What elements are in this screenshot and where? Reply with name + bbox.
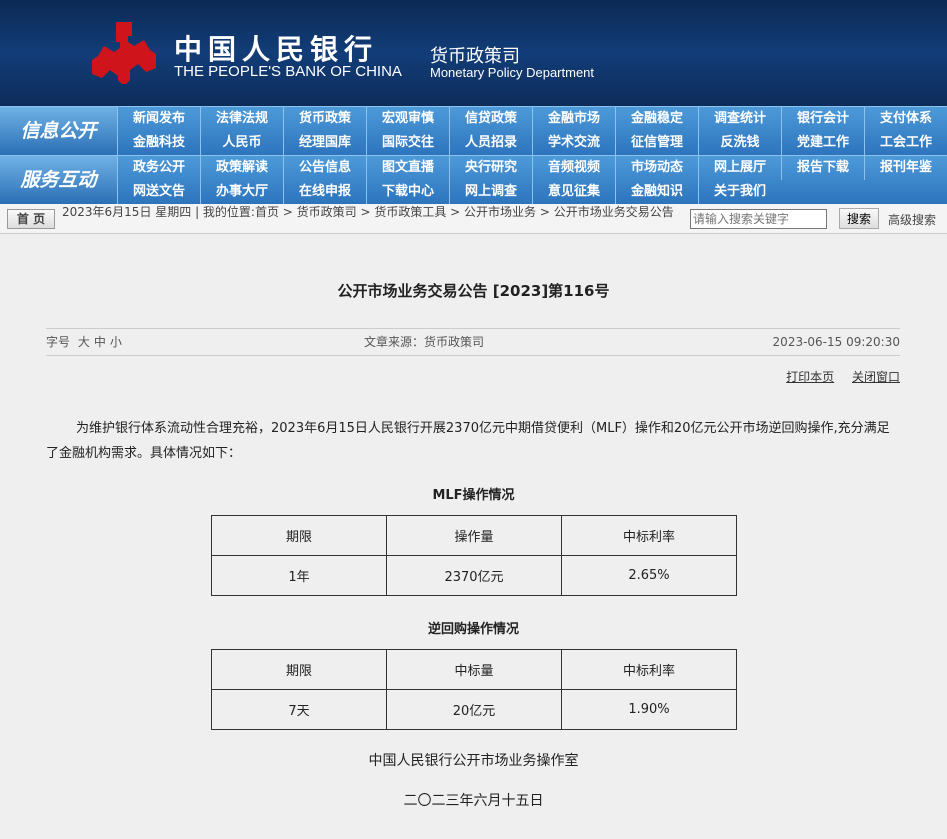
font-small-link[interactable]: 小 (109, 335, 122, 349)
nav-item[interactable]: 金融科技 (117, 131, 200, 155)
nav-item[interactable]: 公告信息 (283, 156, 366, 180)
nav-item[interactable]: 报告下载 (781, 156, 864, 180)
font-size-label: 字号 (46, 335, 71, 349)
nav-item[interactable]: 政务公开 (117, 156, 200, 180)
nav-item[interactable]: 宏观审慎 (366, 107, 449, 131)
print-link[interactable]: 打印本页 (786, 370, 835, 384)
nav-item[interactable]: 在线申报 (283, 180, 366, 204)
nav-item[interactable]: 人民币 (200, 131, 283, 155)
table-header: 中标量 (386, 649, 562, 690)
table-header: 操作量 (386, 515, 562, 556)
article: 公开市场业务交易公告 [2023]第116号 字号 大中小 文章来源：货币政策司… (0, 234, 947, 837)
table-cell: 1年 (211, 555, 387, 596)
nav-item[interactable]: 支付体系 (864, 107, 947, 131)
nav-item[interactable]: 音频视频 (532, 156, 615, 180)
nav-row: 网送文告 办事大厅 在线申报 下载中心 网上调查 意见征集 金融知识 关于我们 (117, 180, 781, 204)
table-cell: 20亿元 (386, 689, 562, 730)
table-row: 1年 2370亿元 2.65% (211, 555, 737, 596)
bank-name-cn: 中国人民银行 (174, 33, 379, 66)
nav-item[interactable]: 市场动态 (615, 156, 698, 180)
nav-item[interactable]: 党建工作 (781, 131, 864, 155)
nav-item[interactable]: 关于我们 (698, 180, 781, 204)
pboc-logo-icon (92, 22, 156, 84)
table-cell: 2.65% (561, 555, 737, 596)
table-header: 中标利率 (561, 515, 737, 556)
mlf-caption: MLF操作情况 (432, 488, 515, 503)
bank-name-en: THE PEOPLE'S BANK OF CHINA (174, 63, 402, 80)
font-medium-link[interactable]: 中 (93, 335, 106, 349)
article-paragraph: 为维护银行体系流动性合理充裕，2023年6月15日人民银行开展2370亿元中期借… (46, 421, 890, 461)
site-header: 中国人民银行 THE PEOPLE'S BANK OF CHINA 货币政策司 … (0, 0, 947, 106)
article-meta: 字号 大中小 文章来源：货币政策司 2023-06-15 09:20:30 (46, 328, 900, 356)
signature-date: 二〇二三年六月十五日 (403, 793, 544, 809)
dept-name-cn: 货币政策司 (430, 46, 520, 67)
nav-item[interactable]: 金融知识 (615, 180, 698, 204)
nav-item[interactable]: 工会工作 (864, 131, 947, 155)
signature: 中国人民银行公开市场业务操作室 (368, 753, 579, 769)
nav-item[interactable]: 金融市场 (532, 107, 615, 131)
nav-item[interactable]: 办事大厅 (200, 180, 283, 204)
nav-item[interactable]: 货币政策 (283, 107, 366, 131)
nav-service-label: 服务互动 (0, 156, 117, 204)
nav-row: 政务公开 政策解读 公告信息 图文直播 央行研究 音频视频 市场动态 网上展厅 报告下载 报刊年鉴 (117, 156, 947, 180)
repo-caption: 逆回购操作情况 (427, 622, 519, 637)
search-button[interactable]: 搜索 (839, 208, 879, 229)
nav-row: 新闻发布 法律法规 货币政策 宏观审慎 信贷政策 金融市场 金融稳定 调查统计 银行会计 支付体系 (117, 107, 947, 131)
nav-item[interactable]: 下载中心 (366, 180, 449, 204)
table-row: 7天 20亿元 1.90% (211, 689, 737, 730)
home-button[interactable]: 首 页 (7, 209, 55, 229)
font-large-link[interactable]: 大 (77, 335, 90, 349)
table-cell: 7天 (211, 689, 387, 730)
nav-item[interactable]: 银行会计 (781, 107, 864, 131)
table-cell: 2370亿元 (386, 555, 562, 596)
nav-item[interactable]: 学术交流 (532, 131, 615, 155)
search-input[interactable] (690, 209, 827, 229)
nav-item[interactable]: 网上展厅 (698, 156, 781, 180)
nav-info-label: 信息公开 (0, 107, 117, 155)
nav-item[interactable]: 报刊年鉴 (864, 156, 947, 180)
nav-item[interactable]: 网送文告 (117, 180, 200, 204)
nav-item[interactable]: 意见征集 (532, 180, 615, 204)
table-row: 期限 中标量 中标利率 (211, 649, 737, 690)
article-datetime: 2023-06-15 09:20:30 (772, 335, 900, 349)
table-header: 中标利率 (561, 649, 737, 690)
nav-item[interactable]: 征信管理 (615, 131, 698, 155)
close-window-link[interactable]: 关闭窗口 (851, 370, 900, 384)
nav-item[interactable]: 信贷政策 (449, 107, 532, 131)
breadcrumb: 2023年6月15日 星期四 | 我的位置:首页 > 货币政策司 > 货币政策工… (62, 205, 674, 219)
nav-item[interactable]: 国际交往 (366, 131, 449, 155)
article-source: 文章来源：货币政策司 (364, 335, 485, 349)
page-title: 公开市场业务交易公告 [2023]第116号 (337, 282, 610, 300)
nav-item[interactable]: 法律法规 (200, 107, 283, 131)
mlf-table: 期限 操作量 中标利率 1年 2370亿元 2.65% (211, 515, 737, 596)
nav-service-band: 服务互动 政务公开 政策解读 公告信息 图文直播 央行研究 音频视频 市场动态 网上展厅 报告下… (0, 155, 947, 204)
dept-name-en: Monetary Policy Department (430, 65, 595, 80)
nav-item[interactable]: 金融稳定 (615, 107, 698, 131)
nav-item[interactable]: 新闻发布 (117, 107, 200, 131)
nav-item[interactable]: 反洗钱 (698, 131, 781, 155)
nav-info-band: 信息公开 新闻发布 法律法规 货币政策 宏观审慎 信贷政策 金融市场 金融稳定 调查统计 银行会… (0, 106, 947, 155)
table-row: 期限 操作量 中标利率 (211, 515, 737, 556)
nav-item[interactable]: 调查统计 (698, 107, 781, 131)
nav-row: 金融科技 人民币 经理国库 国际交往 人员招录 学术交流 征信管理 反洗钱 党建工作 工会工作 (117, 131, 947, 155)
nav-item[interactable]: 图文直播 (366, 156, 449, 180)
nav-item[interactable]: 央行研究 (449, 156, 532, 180)
table-cell: 1.90% (561, 689, 737, 730)
table-header: 期限 (211, 649, 387, 690)
advanced-search-link[interactable]: 高级搜索 (888, 213, 937, 227)
breadcrumb-bar: 首 页 2023年6月15日 星期四 | 我的位置:首页 > 货币政策司 > 货… (0, 204, 947, 234)
table-header: 期限 (211, 515, 387, 556)
nav-item[interactable]: 网上调查 (449, 180, 532, 204)
nav-item[interactable]: 政策解读 (200, 156, 283, 180)
repo-table: 期限 中标量 中标利率 7天 20亿元 1.90% (211, 649, 737, 730)
nav-item[interactable]: 人员招录 (449, 131, 532, 155)
nav-item[interactable]: 经理国库 (283, 131, 366, 155)
